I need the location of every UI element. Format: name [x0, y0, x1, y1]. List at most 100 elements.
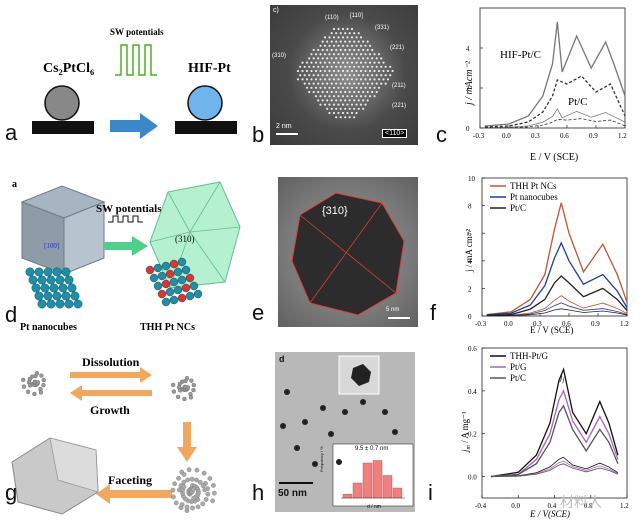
lattice-dot — [344, 65, 347, 68]
diag-1 — [299, 214, 397, 294]
lattice-dot — [355, 36, 358, 39]
lattice-dot — [339, 40, 342, 43]
lattice-dot — [341, 44, 345, 47]
lattice-dot — [357, 74, 360, 77]
substrate-left — [32, 121, 94, 134]
lattice-dot — [326, 82, 329, 85]
lattice-dot — [326, 90, 329, 94]
cube-atom — [37, 275, 47, 285]
cluster-atom — [34, 371, 40, 376]
lattice-dot — [364, 95, 367, 98]
lattice-dot — [335, 57, 338, 60]
lattice-dot — [371, 82, 374, 85]
lattice-dot — [335, 116, 338, 119]
lattice-dot — [341, 111, 345, 115]
lattice-dot — [321, 57, 324, 60]
lattice-dot — [308, 82, 311, 85]
lattice-dot — [355, 111, 358, 115]
lattice-dot — [346, 44, 349, 47]
lattice-dot — [375, 57, 378, 60]
cube-atom — [55, 299, 65, 309]
lattice-dot — [308, 65, 311, 68]
lattice-dot — [310, 69, 313, 73]
cluster-atom — [182, 384, 188, 390]
lattice-dot — [330, 90, 333, 94]
lattice-dot — [353, 32, 356, 35]
y-tick-label: 4 — [468, 258, 472, 266]
lattice-dot — [332, 27, 336, 31]
lattice-dot — [328, 86, 331, 89]
nanoparticle — [294, 445, 300, 451]
lattice-dot — [380, 82, 383, 85]
lattice-dot — [332, 44, 336, 47]
lattice-dot — [355, 53, 358, 56]
panel-a: a Cs₂PtCl₆ SW potentials HIF-Pt — [0, 0, 250, 170]
thh-atom — [181, 265, 191, 275]
scale-bar — [276, 133, 298, 135]
panel-letter-f: f — [430, 300, 437, 325]
lattice-dot — [364, 78, 367, 81]
series-return-2 — [486, 308, 628, 317]
legend-entry: Pt/G — [510, 362, 527, 372]
lattice-dot — [321, 99, 324, 102]
cluster-atom — [21, 377, 26, 383]
thh-atom — [165, 287, 175, 297]
lattice-dot — [346, 78, 349, 81]
facet-310-tem: {310} — [322, 205, 348, 217]
lattice-dot — [355, 95, 358, 98]
lattice-dot — [355, 78, 358, 81]
thh-atom — [189, 281, 199, 291]
series-return-0 — [491, 456, 619, 477]
panel-b: c) (110) [110] (331) (221) (310) (211) (… — [250, 0, 420, 170]
lattice-dot — [357, 32, 360, 35]
lattice-dot — [380, 65, 383, 68]
lattice-dot — [346, 103, 349, 106]
lattice-dot — [339, 116, 342, 119]
lattice-dot — [312, 90, 315, 94]
lattice-dot — [377, 69, 381, 73]
x-tick-label: 1.2 — [620, 502, 629, 510]
cube-atom — [67, 283, 77, 293]
thh-edge3 — [189, 226, 241, 233]
lattice-dot — [332, 36, 336, 39]
lattice-dot — [344, 82, 347, 85]
lattice-dot — [337, 78, 340, 81]
nanoparticle — [360, 399, 366, 405]
panel-c: -0.3 0.0 0.3 0.6 0.9 1.2 0 2 4 j / mAcm⁻² E / V … — [420, 0, 640, 170]
lattice-dot — [337, 36, 340, 39]
nanoparticle — [382, 409, 388, 415]
lattice-dot — [348, 57, 351, 60]
lattice-dot — [359, 61, 363, 64]
lattice-dot — [335, 65, 338, 68]
lattice-dot — [371, 90, 374, 94]
lattice-dot — [384, 65, 387, 68]
lattice-dot — [362, 82, 365, 85]
thh-atom — [149, 273, 159, 283]
lattice-dot — [328, 61, 331, 64]
y-tick-label: 2 — [466, 85, 470, 93]
cube-atom — [64, 275, 74, 285]
lattice-dot — [335, 90, 338, 94]
x-tick-label: 1.2 — [618, 132, 627, 140]
faceting-label: Faceting — [108, 473, 152, 487]
y-tick-label: 6 — [468, 230, 472, 238]
lattice-dot — [312, 74, 315, 77]
lattice-dot — [296, 69, 300, 73]
cluster-atom — [25, 389, 31, 394]
lattice-dot — [332, 53, 336, 56]
lattice-dot — [310, 86, 313, 89]
series-line-2 — [486, 275, 628, 316]
lattice-dot — [362, 107, 365, 110]
plot-frame — [481, 177, 628, 317]
lattice-dot — [348, 48, 351, 52]
lattice-dot — [344, 40, 347, 43]
facet-110b: [110] — [350, 13, 363, 19]
lattice-dot — [339, 99, 342, 102]
lattice-dot — [341, 61, 345, 64]
facet-211: (211) — [392, 83, 406, 89]
lattice-dot — [335, 48, 338, 52]
lattice-dot — [335, 82, 338, 85]
tem-particles-image: d 50 nm 9.5 ± 0.7 nm d / nm Frequency / … — [275, 352, 415, 512]
sphere-atom — [191, 486, 196, 492]
lattice-dot — [330, 57, 333, 60]
